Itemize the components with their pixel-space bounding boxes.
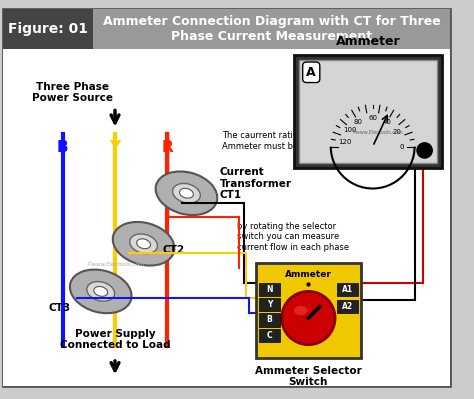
Text: CT3: CT3 xyxy=(48,302,71,312)
Bar xyxy=(259,328,280,342)
Ellipse shape xyxy=(137,239,151,249)
Ellipse shape xyxy=(130,234,157,254)
Bar xyxy=(294,55,442,168)
Bar xyxy=(299,60,437,163)
Text: Y: Y xyxy=(267,300,272,309)
Text: Figure: 01: Figure: 01 xyxy=(8,22,88,36)
Text: 100: 100 xyxy=(343,127,356,133)
Ellipse shape xyxy=(87,282,115,301)
Bar xyxy=(337,283,358,296)
Text: Three Phase
Power Source: Three Phase Power Source xyxy=(32,82,113,103)
Text: 80: 80 xyxy=(354,119,363,125)
Text: A: A xyxy=(306,66,316,79)
Text: A2: A2 xyxy=(342,302,353,311)
Text: ©www.Electools.com: ©www.Electools.com xyxy=(86,262,144,267)
Ellipse shape xyxy=(173,184,201,203)
Text: A1: A1 xyxy=(342,285,353,294)
Bar xyxy=(2,10,93,49)
Text: ©www.Electools.com: ©www.Electools.com xyxy=(352,130,403,135)
Text: C: C xyxy=(266,331,272,340)
Text: CT2: CT2 xyxy=(163,245,185,255)
Text: 60: 60 xyxy=(368,115,377,121)
Ellipse shape xyxy=(294,306,308,315)
Text: 0: 0 xyxy=(399,144,403,150)
Text: 20: 20 xyxy=(393,129,402,135)
Bar xyxy=(259,298,280,311)
Text: N: N xyxy=(266,285,273,294)
Text: Ammeter Selector
Switch: Ammeter Selector Switch xyxy=(255,366,362,387)
Text: The caurrent ratio of CT and
Ammeter must be the same: The caurrent ratio of CT and Ammeter mus… xyxy=(222,131,340,151)
Ellipse shape xyxy=(113,222,174,266)
Text: 40: 40 xyxy=(383,119,392,125)
Bar xyxy=(337,300,358,313)
Bar xyxy=(259,283,280,296)
Text: Ammeter Connection Diagram with CT for Three
Phase Current Measurement: Ammeter Connection Diagram with CT for T… xyxy=(103,16,441,43)
Ellipse shape xyxy=(180,188,193,198)
Text: Y: Y xyxy=(109,140,120,155)
Text: Ammeter: Ammeter xyxy=(285,270,332,279)
Bar xyxy=(256,263,361,358)
Circle shape xyxy=(282,291,335,345)
Ellipse shape xyxy=(70,270,132,313)
Text: B: B xyxy=(266,316,272,324)
Ellipse shape xyxy=(94,286,108,296)
Ellipse shape xyxy=(155,172,217,215)
Circle shape xyxy=(417,143,432,158)
Bar xyxy=(259,313,280,327)
Text: B: B xyxy=(57,140,68,155)
Text: Power Supply
Connected to Load: Power Supply Connected to Load xyxy=(60,329,170,350)
Text: Current
Transformer
CT1: Current Transformer CT1 xyxy=(220,167,292,200)
Text: by rotating the selector
switch you can measure
current flow in each phase: by rotating the selector switch you can … xyxy=(237,222,349,252)
Text: R: R xyxy=(162,140,173,155)
Text: 120: 120 xyxy=(338,138,351,144)
Text: Ammeter: Ammeter xyxy=(336,35,400,47)
Bar xyxy=(2,10,450,49)
Bar xyxy=(2,49,450,386)
